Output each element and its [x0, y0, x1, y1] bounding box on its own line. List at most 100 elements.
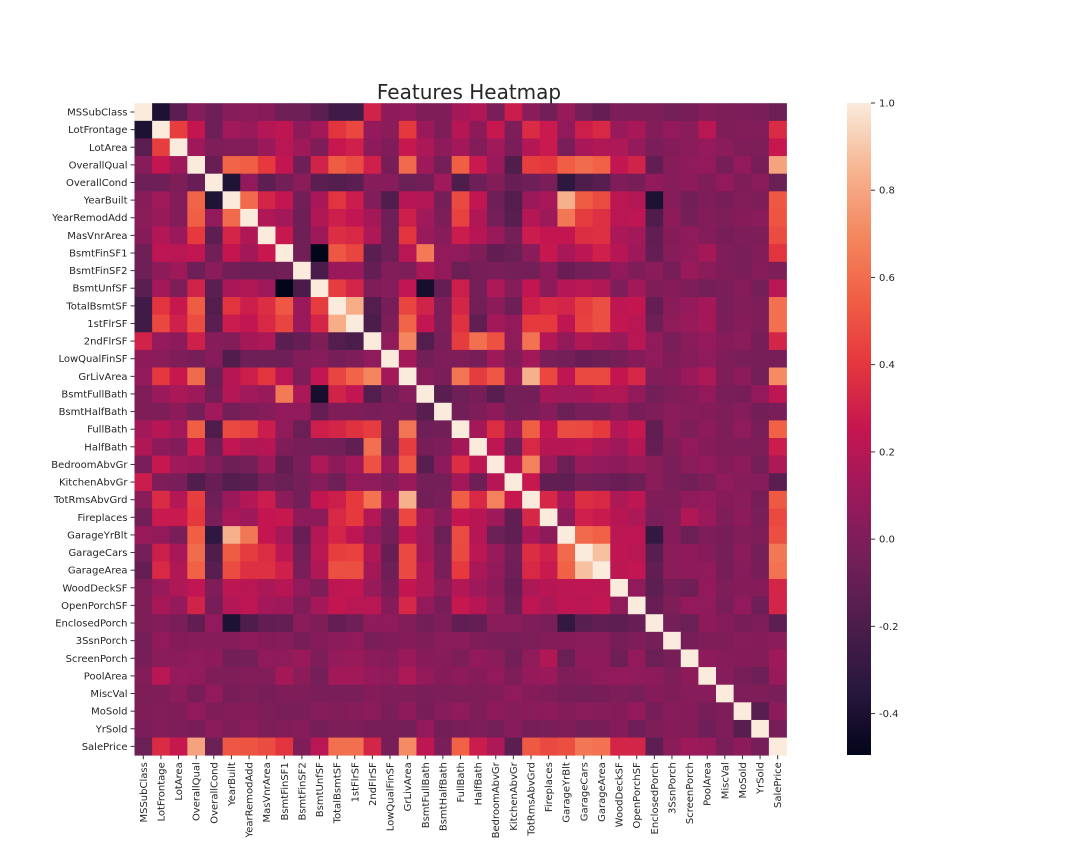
heatmap-cell	[240, 244, 259, 263]
heatmap-cell	[733, 473, 752, 492]
heatmap-cell	[698, 719, 717, 738]
heatmap-cell	[328, 279, 347, 298]
heatmap-cell	[152, 649, 171, 668]
heatmap-cell	[504, 173, 523, 192]
heatmap-cell	[257, 543, 276, 562]
heatmap-cell	[293, 332, 312, 351]
heatmap-cell	[768, 420, 787, 439]
heatmap-cell	[310, 314, 329, 333]
heatmap-cell	[680, 508, 699, 527]
heatmap-cell	[328, 561, 347, 580]
heatmap-cell	[575, 156, 594, 175]
heatmap-cell	[169, 297, 188, 316]
heatmap-cell	[398, 261, 417, 280]
heatmap-cell	[293, 420, 312, 439]
heatmap-cell	[381, 385, 400, 404]
heatmap-cell	[398, 120, 417, 139]
heatmap-cell	[522, 631, 541, 650]
heatmap-cell	[363, 702, 382, 721]
heatmap-cell	[627, 420, 646, 439]
heatmap-cell	[275, 103, 294, 122]
heatmap-cell	[627, 578, 646, 597]
heatmap-cell	[240, 385, 259, 404]
heatmap-cell	[504, 614, 523, 633]
heatmap-cell	[557, 473, 576, 492]
heatmap-cell	[486, 120, 505, 139]
heatmap-cell	[645, 261, 664, 280]
heatmap-cell	[328, 314, 347, 333]
heatmap-cell	[663, 120, 682, 139]
heatmap-cell	[187, 332, 206, 351]
heatmap-cell	[434, 314, 453, 333]
heatmap-cell	[451, 103, 470, 122]
heatmap-cell	[698, 490, 717, 509]
heatmap-cell	[645, 526, 664, 545]
heatmap-cell	[663, 631, 682, 650]
heatmap-cell	[733, 737, 752, 756]
heatmap-cell	[328, 244, 347, 263]
heatmap-cell	[363, 138, 382, 157]
heatmap-cell	[152, 297, 171, 316]
heatmap-cell	[733, 631, 752, 650]
heatmap-cell	[610, 649, 629, 668]
heatmap-cell	[627, 561, 646, 580]
heatmap-cell	[768, 490, 787, 509]
heatmap-cell	[539, 173, 558, 192]
heatmap-cell	[275, 614, 294, 633]
heatmap-cell	[592, 614, 611, 633]
heatmap-cell	[204, 314, 224, 333]
heatmap-cell	[310, 719, 329, 738]
heatmap-cell	[451, 226, 470, 245]
heatmap-cell	[310, 578, 329, 597]
heatmap-cell	[698, 578, 717, 597]
heatmap-cell	[345, 120, 364, 139]
heatmap-cell	[663, 208, 682, 227]
heatmap-cell	[169, 120, 188, 139]
heatmap-cell	[751, 737, 770, 756]
heatmap-cell	[610, 367, 629, 386]
heatmap-cell	[698, 508, 717, 527]
heatmap-cell	[486, 455, 505, 474]
heatmap-cell	[751, 385, 770, 404]
y-tick-label: PoolArea	[84, 671, 128, 682]
heatmap-cell	[645, 614, 664, 633]
heatmap-cell	[575, 649, 594, 668]
heatmap-cell	[733, 208, 752, 227]
heatmap-cell	[204, 367, 224, 386]
heatmap-cell	[539, 191, 558, 210]
heatmap-cell	[222, 173, 241, 192]
heatmap-cell	[698, 191, 717, 210]
x-tick-label: BsmtHalfBath	[438, 762, 449, 831]
heatmap-cell	[539, 156, 558, 175]
heatmap-cell	[381, 226, 400, 245]
heatmap-cell	[257, 631, 276, 650]
heatmap-cell	[469, 561, 488, 580]
heatmap-cell	[240, 191, 259, 210]
heatmap-cell	[698, 420, 717, 439]
heatmap-cell	[645, 508, 664, 527]
heatmap-cell	[751, 173, 770, 192]
heatmap-cell	[345, 438, 364, 457]
heatmap-cell	[416, 314, 435, 333]
heatmap-cell	[398, 279, 417, 298]
heatmap-cell	[204, 279, 224, 298]
heatmap-cell	[152, 596, 171, 615]
heatmap-cell	[416, 244, 435, 263]
heatmap-cell	[610, 332, 629, 351]
heatmap-cell	[504, 596, 523, 615]
heatmap-cell	[381, 120, 400, 139]
heatmap-cell	[486, 543, 505, 562]
heatmap-cell	[663, 526, 682, 545]
heatmap-cell	[204, 208, 224, 227]
heatmap-cell	[768, 208, 787, 227]
heatmap-cell	[645, 649, 664, 668]
heatmap-cell	[275, 208, 294, 227]
heatmap-cell	[539, 578, 558, 597]
heatmap-cell	[592, 578, 611, 597]
heatmap-cell	[698, 526, 717, 545]
heatmap-cell	[363, 332, 382, 351]
heatmap-cell	[575, 244, 594, 263]
heatmap-cell	[152, 279, 171, 298]
heatmap-cell	[768, 332, 787, 351]
heatmap-cell	[328, 614, 347, 633]
